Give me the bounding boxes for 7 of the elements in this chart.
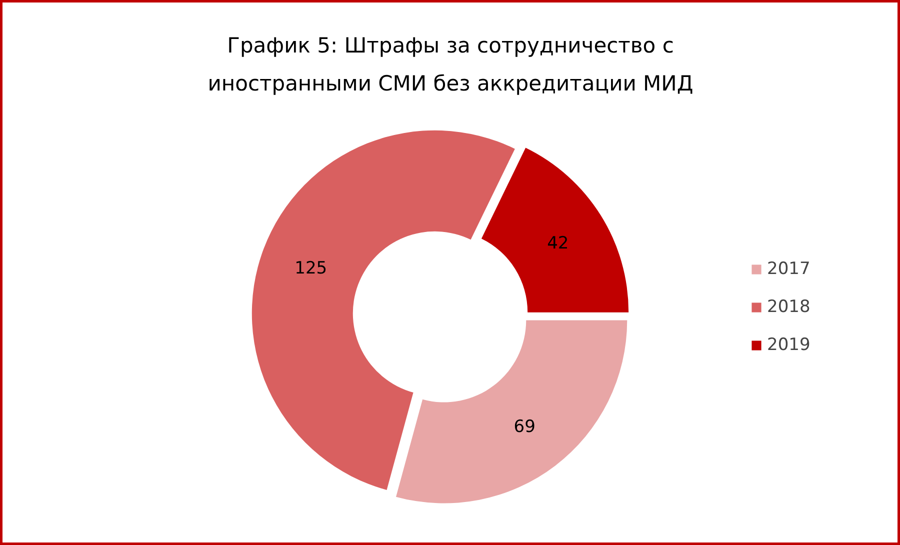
chart-title: График 5: Штрафы за сотрудничество с иностранными СМИ без аккредитации МИД (208, 34, 694, 96)
legend-label: 2018 (767, 297, 810, 317)
data-label: 69 (514, 417, 536, 438)
data-label: 42 (547, 234, 569, 254)
legend-label: 2019 (767, 335, 810, 355)
legend-label: 2017 (767, 259, 810, 279)
data-label: 125 (294, 258, 328, 278)
